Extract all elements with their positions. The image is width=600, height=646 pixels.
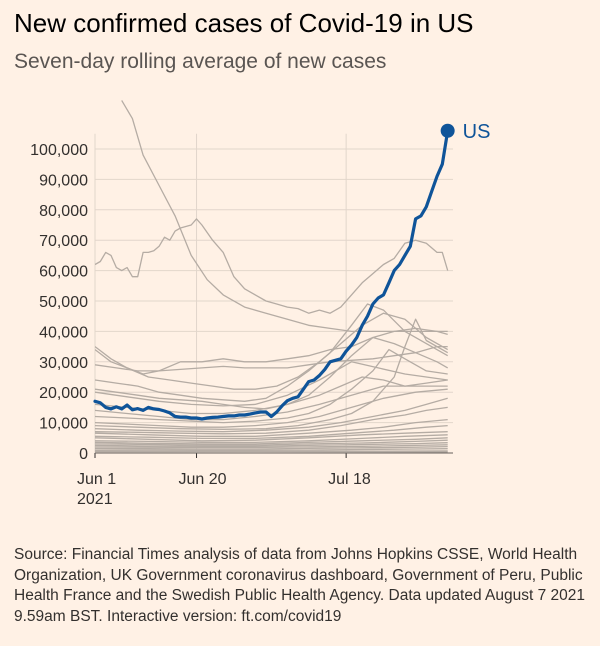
country-line bbox=[95, 444, 448, 449]
country-line bbox=[95, 406, 448, 435]
country-line bbox=[95, 218, 449, 314]
country-line bbox=[95, 312, 449, 390]
x-tick-sublabel: 2021 bbox=[77, 491, 113, 508]
chart-subtitle: Seven-day rolling average of new cases bbox=[14, 50, 387, 73]
country-line bbox=[95, 348, 448, 424]
y-tick-label: 40,000 bbox=[39, 324, 88, 341]
country-line bbox=[95, 318, 449, 430]
line-chart: 0 10,000 20,000 30,000 40,000 50,000 60,000 70,… bbox=[30, 100, 491, 508]
country-line bbox=[95, 450, 448, 453]
us-line bbox=[93, 129, 450, 421]
country-line bbox=[95, 397, 448, 433]
country-line bbox=[95, 442, 448, 447]
x-tick-label: Jun 1 bbox=[77, 471, 116, 488]
other-countries-lines bbox=[95, 100, 449, 453]
gridlines bbox=[94, 133, 453, 454]
country-line bbox=[95, 418, 448, 437]
country-line bbox=[95, 361, 448, 407]
us-endpoint-dot bbox=[440, 123, 455, 138]
country-line bbox=[95, 424, 448, 440]
country-line bbox=[95, 431, 448, 442]
y-tick-label: 70,000 bbox=[39, 233, 88, 250]
source-note: Source: Financial Times analysis of data… bbox=[14, 546, 586, 625]
y-tick-label: 10,000 bbox=[39, 416, 88, 433]
y-tick-label: 20,000 bbox=[39, 385, 88, 402]
country-line bbox=[95, 303, 449, 402]
y-tick-label: 90,000 bbox=[39, 172, 88, 189]
y-axis-labels: 0 10,000 20,000 30,000 40,000 50,000 60,000 70,… bbox=[30, 142, 88, 463]
y-tick-label: 30,000 bbox=[39, 355, 88, 372]
chart-title: New confirmed cases of Covid-19 in US bbox=[14, 8, 474, 38]
country-line bbox=[121, 100, 448, 336]
country-line bbox=[95, 437, 448, 445]
y-tick-label: 0 bbox=[79, 446, 88, 463]
y-tick-label: 100,000 bbox=[30, 142, 88, 159]
y-tick-label: 50,000 bbox=[39, 294, 88, 311]
country-line bbox=[95, 448, 448, 451]
country-line bbox=[95, 385, 448, 421]
us-highlight-group: US bbox=[93, 121, 491, 421]
y-tick-label: 60,000 bbox=[39, 264, 88, 281]
country-line bbox=[95, 345, 448, 372]
x-tick-label: Jul 18 bbox=[328, 471, 371, 488]
country-line bbox=[95, 388, 448, 428]
us-series-label: US bbox=[463, 121, 491, 143]
x-tick-label: Jun 20 bbox=[179, 471, 227, 488]
country-line bbox=[95, 439, 448, 446]
country-line bbox=[95, 445, 448, 450]
country-line bbox=[95, 434, 448, 444]
x-axis: Jun 1 2021 Jun 20 Jul 18 bbox=[77, 452, 453, 508]
y-tick-label: 80,000 bbox=[39, 203, 88, 220]
country-line bbox=[95, 327, 448, 375]
